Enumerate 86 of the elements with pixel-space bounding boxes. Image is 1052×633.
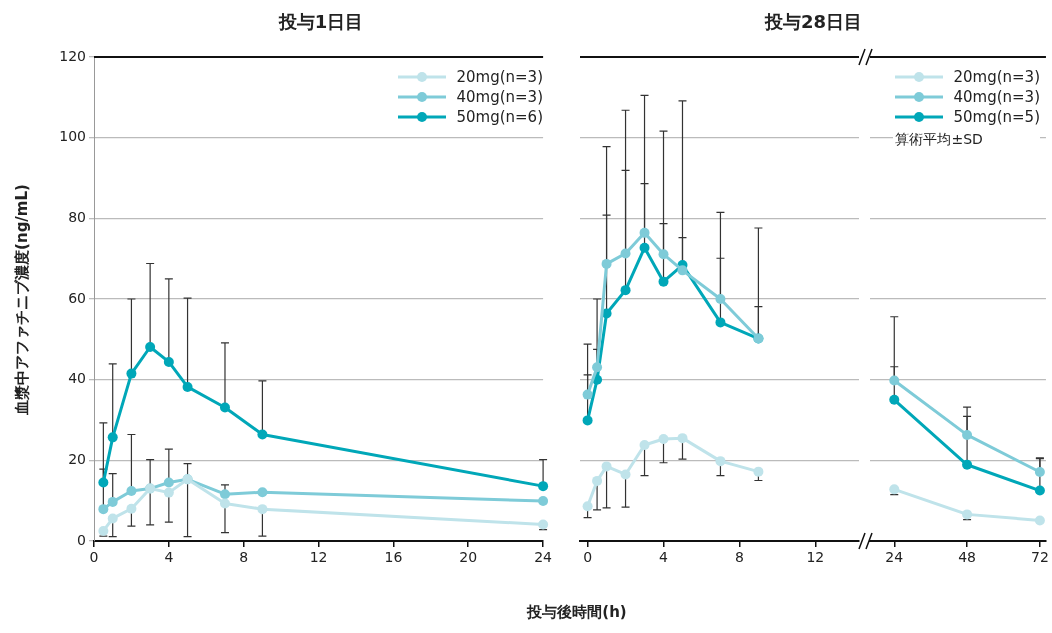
x-tick-label: 24	[885, 549, 904, 566]
x-tick-label: 12	[309, 549, 328, 566]
point	[1034, 515, 1045, 526]
point	[592, 362, 603, 373]
point	[601, 461, 612, 472]
point	[753, 466, 764, 477]
x-tick-label: 0	[89, 549, 99, 566]
point	[889, 394, 900, 405]
point	[107, 496, 118, 507]
point	[658, 433, 669, 444]
x-tick-label: 4	[164, 549, 174, 566]
annotation: 算術平均±SD	[894, 131, 984, 149]
point	[962, 429, 973, 440]
point	[98, 477, 109, 488]
point	[715, 317, 726, 328]
x-axis-title: 投与後時間(h)	[525, 603, 628, 622]
x-tick-label: 72	[1030, 549, 1049, 566]
point	[1034, 467, 1045, 478]
x-tick-label: 20	[459, 549, 478, 566]
point	[126, 503, 137, 514]
legend-label: 40mg(n=3)	[953, 88, 1040, 106]
y-tick-label: 100	[59, 128, 86, 145]
point	[538, 519, 549, 530]
point	[98, 525, 109, 536]
legend-label: 50mg(n=5)	[953, 108, 1040, 126]
point	[219, 498, 230, 509]
chart-title: 投与1日目	[277, 10, 365, 34]
point	[592, 475, 603, 486]
legend-label: 50mg(n=6)	[456, 108, 543, 126]
point	[715, 456, 726, 467]
point	[145, 342, 156, 352]
x-tick-label: 8	[734, 549, 744, 566]
point	[163, 487, 174, 498]
point	[219, 489, 230, 500]
point	[639, 440, 650, 451]
point	[98, 504, 109, 515]
point	[107, 513, 118, 524]
x-tick-label: 16	[384, 549, 403, 566]
point	[715, 294, 726, 304]
point	[639, 242, 650, 253]
point	[257, 429, 268, 440]
point	[163, 356, 174, 367]
point	[658, 276, 669, 287]
x-tick-label: 8	[239, 549, 249, 566]
point	[962, 459, 973, 470]
point	[1034, 485, 1045, 496]
legend-label: 20mg(n=3)	[953, 68, 1040, 86]
x-tick-label: 4	[659, 549, 669, 566]
x-tick-label: 24	[534, 549, 553, 566]
point	[257, 504, 268, 515]
point	[257, 487, 268, 498]
point	[620, 248, 631, 259]
y-tick-label: 0	[77, 531, 86, 548]
point	[889, 484, 900, 495]
point	[182, 381, 193, 392]
point	[658, 249, 669, 260]
point	[582, 415, 593, 426]
y-tick-label: 40	[68, 370, 86, 387]
legend-label: 40mg(n=3)	[456, 88, 543, 106]
point	[889, 375, 900, 386]
x-tick-label: 12	[806, 549, 825, 566]
point	[538, 481, 549, 492]
x-tick-label: 0	[583, 549, 593, 566]
y-tick-label: 80	[68, 208, 86, 225]
point	[601, 258, 612, 269]
point	[126, 368, 137, 379]
point	[677, 433, 688, 444]
x-tick-label: 48	[958, 549, 976, 566]
point	[219, 402, 230, 413]
chart-title: 投与28日目	[763, 10, 864, 34]
point	[582, 389, 593, 400]
point	[126, 485, 137, 496]
y-axis-title: 血漿中アファチニブ濃度(ng/mL)	[12, 183, 32, 417]
legend-label: 20mg(n=3)	[456, 68, 543, 86]
point	[677, 265, 688, 276]
point	[538, 496, 549, 507]
point	[620, 285, 631, 296]
point	[962, 509, 973, 520]
y-tick-label: 20	[68, 450, 86, 467]
point	[582, 501, 593, 512]
y-tick-label: 120	[59, 47, 86, 64]
point	[620, 469, 631, 480]
y-tick-label: 60	[68, 289, 86, 306]
point	[163, 477, 174, 488]
point	[639, 227, 650, 238]
point	[107, 432, 118, 443]
